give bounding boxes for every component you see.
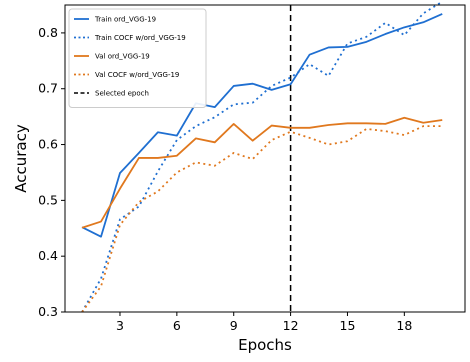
legend-box [68, 8, 207, 108]
legend-label: Selected epoch [95, 90, 149, 98]
series-layer [81, 0, 443, 313]
x-tick-label: 3 [116, 318, 124, 333]
legend-label: Train COCF w/ord_VGG-19 [94, 34, 186, 42]
x-axis-label: Epochs [238, 336, 292, 354]
legend-label: Val ord_VGG-19 [95, 53, 150, 61]
y-tick-label: 0.8 [38, 25, 58, 40]
y-tick-label: 0.7 [38, 81, 58, 96]
x-axis-ticks: 3 6 9 12 15 18 [116, 312, 412, 333]
legend: Train ord_VGG-19 Train COCF w/ord_VGG-19 V… [68, 8, 207, 108]
y-axis-ticks: 0.3 0.4 0.5 0.6 0.7 0.8 [38, 25, 65, 319]
y-tick-label: 0.6 [38, 137, 58, 152]
x-tick-label: 6 [173, 318, 181, 333]
series-line-4 [81, 125, 443, 313]
legend-label: Val COCF w/ord_VGG-19 [95, 71, 179, 79]
x-tick-label: 18 [396, 318, 412, 333]
y-tick-label: 0.3 [38, 304, 58, 319]
y-axis-label: Accuracy [12, 124, 30, 193]
plot-frame [64, 4, 466, 313]
x-tick-label: 15 [340, 318, 356, 333]
y-tick-label: 0.5 [38, 192, 58, 207]
x-tick-label: 12 [283, 318, 299, 333]
series-line-1 [81, 13, 443, 238]
legend-label: Train ord_VGG-19 [94, 16, 156, 24]
x-tick-label: 9 [230, 318, 238, 333]
series-line-3 [81, 116, 443, 229]
y-tick-label: 0.4 [38, 248, 58, 263]
